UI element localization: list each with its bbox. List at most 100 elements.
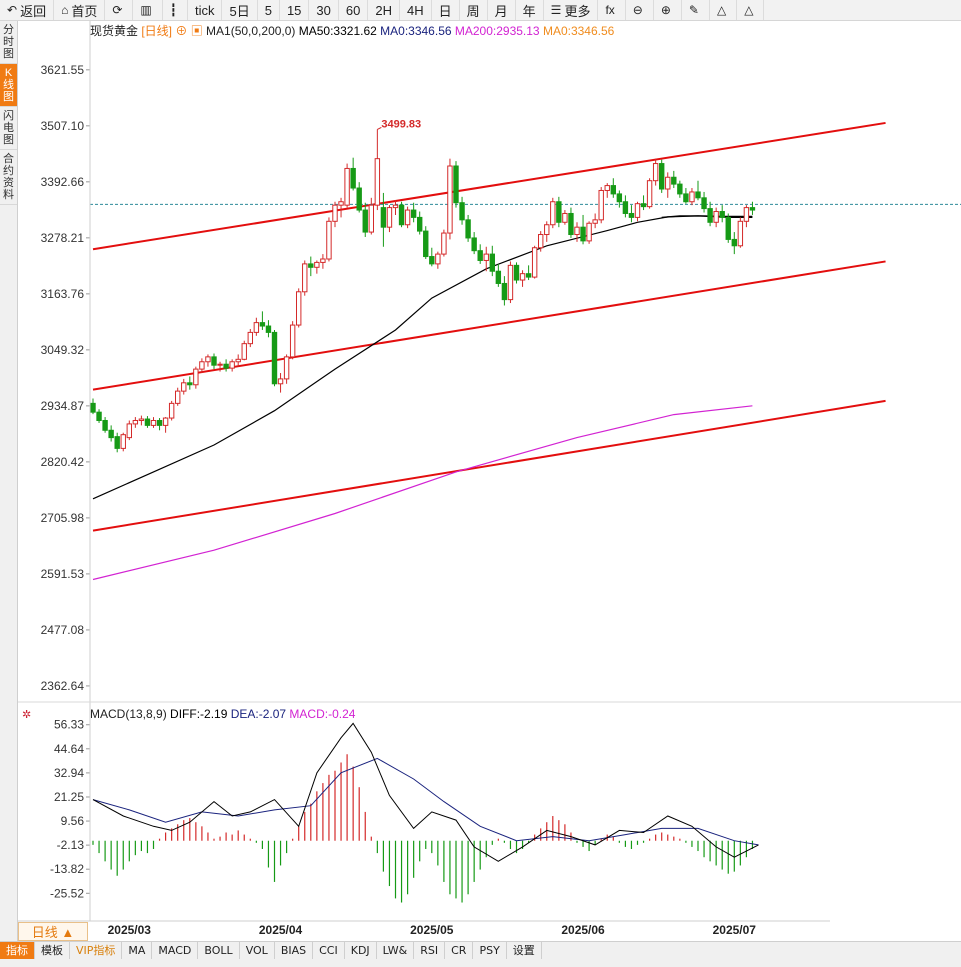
nav-kline[interactable]: K线图 [0,64,17,107]
candle-up [332,204,338,222]
x-axis-label: 2025/04 [259,923,303,937]
high-annotation-pointer [377,126,382,130]
toolbar-m15-button[interactable]: 15 [280,0,310,20]
toolbar-back-label: 返回 [20,3,47,19]
toolbar-home-button[interactable]: ⌂ 首页 [54,0,106,20]
candle-down [628,212,635,218]
tab-rsi[interactable]: RSI [414,942,446,959]
candle-up [634,203,641,218]
toolbar-m5-button[interactable]: 5 [258,0,280,20]
toolbar-candles-button[interactable]: ┇ [163,0,188,20]
candle-down [622,201,629,214]
tab-vip[interactable]: VIP指标 [70,942,123,959]
candle-down [223,363,229,369]
candle-down [640,203,647,208]
candle-down [513,264,520,281]
candle-up [132,419,139,425]
candle-up [538,234,544,249]
triangle-outline-icon: △ [744,3,754,17]
tab-cci[interactable]: CCI [313,942,345,959]
toolbar-fx-button[interactable]: fx [598,0,626,20]
tab-cr[interactable]: CR [445,942,474,959]
toolbar-h4-button[interactable]: 4H [400,0,432,20]
candle-down [423,230,429,258]
triangle-icon: △ [716,3,727,17]
candle-up [277,378,284,385]
candle-down [477,250,483,261]
tab-ma[interactable]: MA [122,942,153,959]
toolbar-5d-button[interactable]: 5日 [222,0,258,20]
tab-template[interactable]: 模板 [35,942,70,959]
candle-up [392,204,399,209]
toolbar-kline-button[interactable]: ▥ [133,0,163,20]
candle-up [507,264,514,301]
zoom-out-icon: ⊖ [632,3,643,17]
candle-up [241,343,247,360]
price-tick-label: 2705.98 [41,511,85,525]
candle-up [181,382,187,392]
tab-vol[interactable]: VOL [240,942,275,959]
candle-down [616,193,623,203]
ma200-line [92,405,753,581]
toolbar-draw-button[interactable]: ✎ [682,0,710,20]
tab-kdj[interactable]: KDJ [345,942,377,959]
candle-up [604,185,610,191]
toolbar-shape2-button[interactable]: △ [737,0,765,20]
toolbar-month-button[interactable]: 月 [488,0,516,20]
nav-flash[interactable]: 闪电图 [0,107,17,150]
candle-down [417,216,423,232]
tab-lw[interactable]: LW& [377,942,415,959]
toolbar-refresh-button[interactable]: ⟳ [105,0,134,20]
candle-down [465,219,471,239]
toolbar-day-button[interactable]: 日 [432,0,460,20]
toolbar-h2-button[interactable]: 2H [368,0,400,20]
tab-psy[interactable]: PSY [473,942,507,959]
price-tick-label: 2477.08 [41,623,85,637]
toolbar-more-button[interactable]: ☰ 更多 [544,0,599,20]
candle-up [302,263,308,293]
toolbar-tick-button[interactable]: tick [188,0,223,20]
tab-macd[interactable]: MACD [152,942,199,959]
candle-down [495,270,502,284]
macd-legend-name: MACD(13,8,9) [90,707,170,721]
toolbar-back-button[interactable]: ↶ 返回 [0,0,55,20]
nav-timeshare[interactable]: 分时图 [0,21,17,64]
candle-up [235,358,241,363]
toolbar-year-button[interactable]: 年 [516,0,544,20]
toolbar-zoomin-button[interactable]: ⊕ [654,0,682,20]
nav-contract[interactable]: 合约资料 [0,150,17,205]
candle-down [259,322,266,327]
toolbar-5d-label: 5日 [229,3,250,19]
tab-bias[interactable]: BIAS [275,942,314,959]
candle-up [562,212,568,223]
candle-down [719,211,725,218]
tab-settings[interactable]: 设置 [507,942,542,959]
indicator-tabs: 指标 模板 VIP指标 MA MACD BOLL VOL BIAS CCI KDJ LW& RSI CR… [0,942,542,959]
tab-indicator[interactable]: 指标 [0,942,35,959]
macd-legend-value: MACD:-0.24 [289,707,355,721]
toolbar-zoomout-button[interactable]: ⊖ [626,0,654,20]
period-button[interactable]: 日线 ▲ [18,922,88,941]
macd-tick-label: 56.33 [54,718,84,732]
toolbar-m15-label: 15 [286,2,302,18]
legend-ma-value: MA0:3346.56 [543,24,615,38]
candle-down [96,411,102,421]
candle-down [398,204,405,226]
toolbar-shape-button[interactable]: △ [710,0,738,20]
macd-tick-label: -13.82 [50,862,84,876]
candle-down [610,185,616,195]
candle-down [580,226,586,242]
chart-area[interactable]: 3621.55 3507.10 3392.66 3278.21 3163.76 3049.… [18,21,961,941]
candle-up [689,191,695,203]
candle-up [162,417,169,426]
tab-boll[interactable]: BOLL [198,942,240,959]
toolbar-m60-button[interactable]: 60 [339,0,369,20]
toolbar-week-button[interactable]: 周 [460,0,488,20]
candle-up [483,253,489,261]
legend-ma-name: MA1(50,0,200,0) [206,24,299,38]
candle-down [144,418,151,426]
candle-down [356,187,362,211]
candle-down [683,193,689,203]
toolbar-m30-button[interactable]: 30 [309,0,339,20]
x-axis-label: 2025/07 [713,923,757,937]
